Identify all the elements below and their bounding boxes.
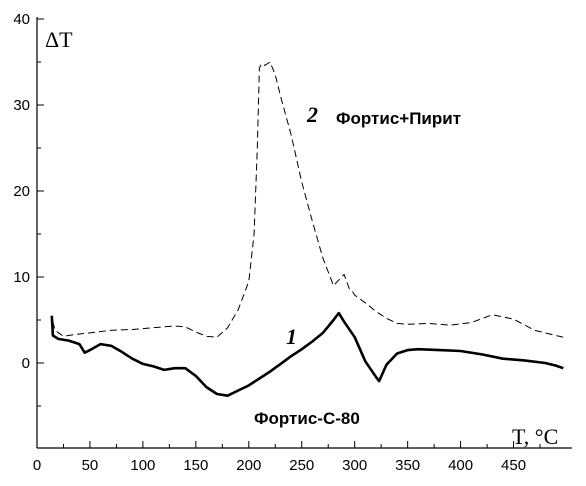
x-tick-label-300: 300 (342, 457, 367, 474)
series-1-label: Фортис-С-80 (254, 409, 360, 428)
series-2-number: 2 (306, 102, 318, 127)
x-axis-title: T, °C (512, 424, 558, 449)
x-tick-label-450: 450 (501, 457, 526, 474)
x-tick-label-0: 0 (33, 457, 41, 474)
x-tick-label-150: 150 (183, 457, 208, 474)
ticks: 0 50 100 150 200 250 300 350 400 450 0 10 20 30 40 (13, 11, 541, 474)
series-1-number: 1 (286, 324, 297, 349)
x-tick-label-50: 50 (82, 457, 99, 474)
series-2-label: Фортис+Пирит (336, 109, 461, 128)
series-1-line (50, 311, 564, 398)
x-tick-label-200: 200 (236, 457, 261, 474)
y-tick-label-30: 30 (13, 97, 30, 114)
y-tick-label-20: 20 (13, 183, 30, 200)
series-layer (50, 61, 564, 398)
axes (36, 17, 572, 449)
x-tick-label-350: 350 (395, 457, 420, 474)
y-axis-title: ΔT (45, 27, 73, 52)
x-tick-label-250: 250 (289, 457, 314, 474)
y-tick-label-10: 10 (13, 269, 30, 286)
x-tick-label-400: 400 (448, 457, 473, 474)
y-tick-label-0: 0 (22, 355, 30, 372)
y-tick-label-40: 40 (13, 11, 30, 28)
x-tick-label-100: 100 (130, 457, 155, 474)
